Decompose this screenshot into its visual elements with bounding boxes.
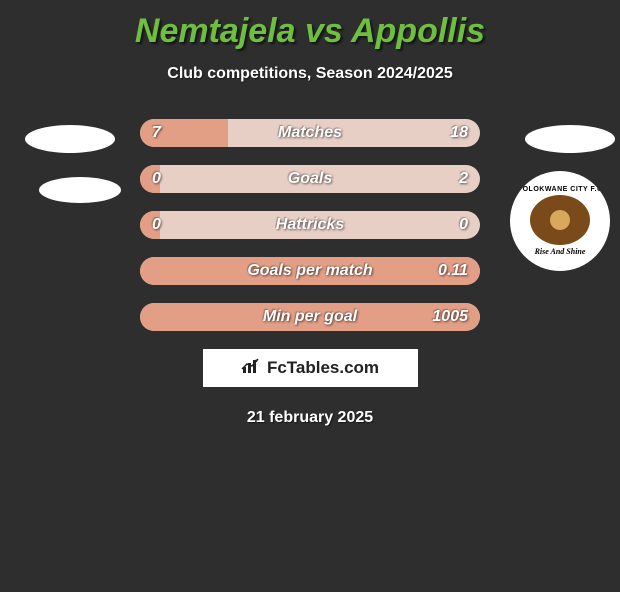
comparison-subtitle: Club competitions, Season 2024/2025 [0,65,620,83]
stat-label: Min per goal [263,308,357,326]
stat-label: Goals per match [247,262,372,280]
club-logo-bottom-text: Rise And Shine [535,247,586,256]
left-ellipse-1 [25,125,115,153]
comparison-title: Nemtajela vs Appollis [0,12,620,51]
stat-left-value: 7 [152,124,161,142]
stat-bar-row: Goals per match 0.11 [140,257,480,285]
right-club-logo: POLOKWANE CITY F.C Rise And Shine [510,171,610,271]
date-text: 21 february 2025 [0,409,620,427]
club-logo-top-text: POLOKWANE CITY F.C [517,186,602,193]
stat-bars: 7 Matches 18 0 Goals 2 0 Hattricks 0 Goals per ma… [140,119,480,331]
brand-text: FcTables.com [267,358,379,378]
stat-right-value: 0 [459,216,468,234]
comparison-panel: POLOKWANE CITY F.C Rise And Shine 7 Match… [0,119,620,331]
left-ellipse-2 [39,177,121,203]
left-player-badge [10,119,110,219]
chart-bar-icon [241,357,263,380]
stat-left-value: 0 [152,170,161,188]
club-logo-emblem [530,195,590,245]
stat-label: Hattricks [276,216,344,234]
right-ellipse-1 [525,125,615,153]
stat-bar-row: 7 Matches 18 [140,119,480,147]
stat-right-value: 2 [459,170,468,188]
stat-right-value: 0.11 [438,262,468,280]
stat-right-value: 1005 [432,308,468,326]
stat-label: Matches [278,124,342,142]
stat-label: Goals [288,170,332,188]
stat-bar-row: 0 Goals 2 [140,165,480,193]
stat-left-value: 0 [152,216,161,234]
stat-bar-row: 0 Hattricks 0 [140,211,480,239]
brand-box: FcTables.com [203,349,418,387]
stat-right-value: 18 [450,124,468,142]
stat-bar-row: Min per goal 1005 [140,303,480,331]
